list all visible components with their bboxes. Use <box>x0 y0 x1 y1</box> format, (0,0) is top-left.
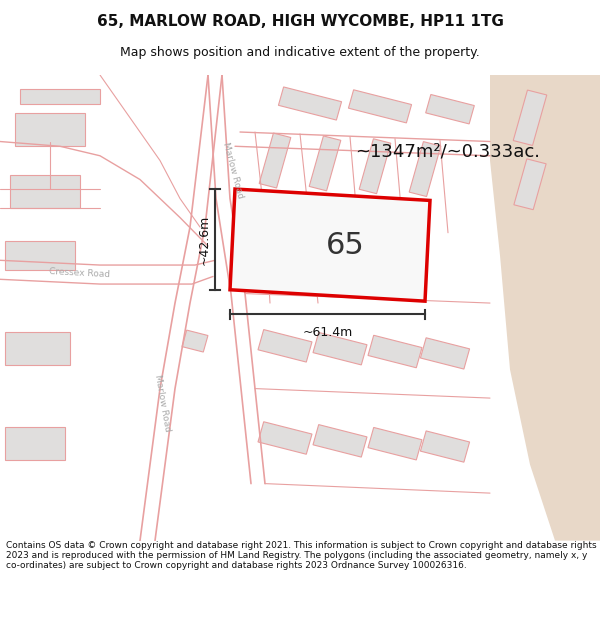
Polygon shape <box>313 424 367 457</box>
Polygon shape <box>278 87 341 120</box>
Polygon shape <box>368 335 422 367</box>
Text: 65, MARLOW ROAD, HIGH WYCOMBE, HP11 1TG: 65, MARLOW ROAD, HIGH WYCOMBE, HP11 1TG <box>97 14 503 29</box>
Polygon shape <box>20 89 100 104</box>
Polygon shape <box>259 133 291 188</box>
Text: ~61.4m: ~61.4m <box>302 326 353 339</box>
Polygon shape <box>258 329 312 362</box>
Text: Contains OS data © Crown copyright and database right 2021. This information is : Contains OS data © Crown copyright and d… <box>6 541 596 571</box>
Polygon shape <box>5 241 75 270</box>
Polygon shape <box>15 113 85 146</box>
Polygon shape <box>421 431 470 462</box>
Polygon shape <box>313 332 367 365</box>
Polygon shape <box>309 136 341 191</box>
Polygon shape <box>425 94 475 124</box>
Polygon shape <box>230 189 430 301</box>
Polygon shape <box>5 332 70 365</box>
Text: Marlow Road: Marlow Road <box>221 141 245 199</box>
Polygon shape <box>182 330 208 352</box>
Polygon shape <box>10 175 80 208</box>
Polygon shape <box>514 159 546 209</box>
Polygon shape <box>359 139 391 194</box>
Text: ~1347m²/~0.333ac.: ~1347m²/~0.333ac. <box>355 142 540 160</box>
Text: 65: 65 <box>326 231 364 259</box>
Text: Map shows position and indicative extent of the property.: Map shows position and indicative extent… <box>120 46 480 59</box>
Polygon shape <box>5 427 65 460</box>
Polygon shape <box>513 90 547 146</box>
Polygon shape <box>490 75 600 541</box>
Polygon shape <box>258 422 312 454</box>
Polygon shape <box>421 338 470 369</box>
Polygon shape <box>409 142 441 196</box>
Text: Cressex Road: Cressex Road <box>49 267 110 279</box>
Polygon shape <box>368 428 422 460</box>
Text: Marlow Road: Marlow Road <box>152 374 172 432</box>
Text: ~42.6m: ~42.6m <box>198 214 211 264</box>
Polygon shape <box>349 90 412 123</box>
